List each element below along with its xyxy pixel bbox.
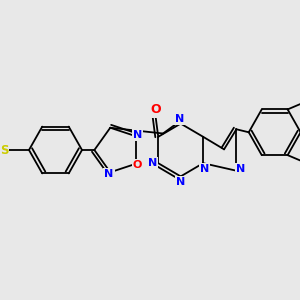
- Text: O: O: [133, 160, 142, 170]
- Text: N: N: [148, 158, 157, 168]
- Text: N: N: [133, 130, 142, 140]
- Text: N: N: [104, 169, 113, 179]
- Text: O: O: [150, 103, 160, 116]
- Text: N: N: [176, 177, 185, 188]
- Text: N: N: [236, 164, 245, 174]
- Text: N: N: [200, 164, 209, 174]
- Text: S: S: [0, 143, 8, 157]
- Text: N: N: [175, 114, 184, 124]
